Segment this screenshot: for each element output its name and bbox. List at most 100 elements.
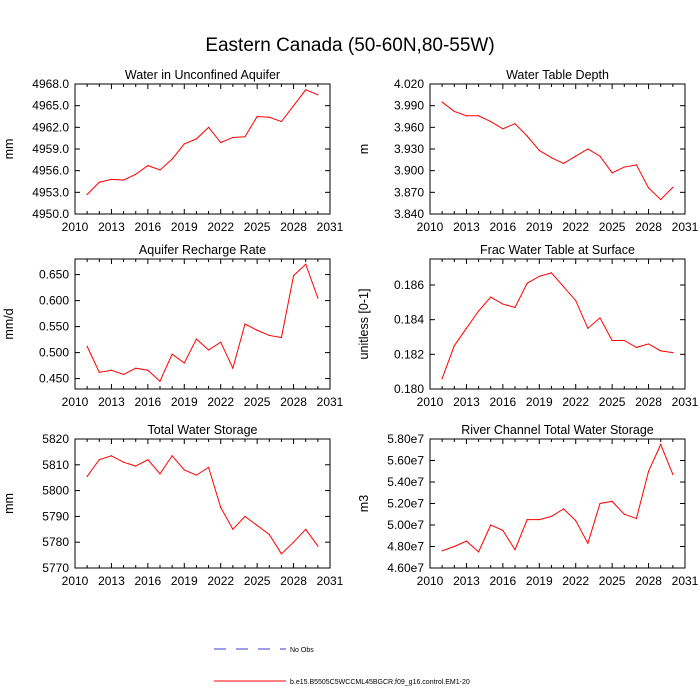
x-tick-label: 2013: [98, 220, 125, 234]
plot-frame: [429, 258, 686, 390]
x-tick-label: 2028: [635, 220, 662, 234]
data-point-2018: [526, 135, 528, 137]
x-tick-label: 2010: [62, 395, 89, 409]
y-axis-label: mm: [2, 139, 16, 160]
data-point-2020: [550, 515, 553, 518]
y-tick-label: 5820: [42, 432, 69, 446]
x-tick-label: 2019: [526, 220, 553, 234]
data-point-2022: [220, 506, 222, 508]
data-point-2016: [502, 529, 504, 531]
data-point-2028: [647, 343, 650, 345]
series-line: [86, 263, 319, 383]
x-tick-label: 2013: [98, 574, 125, 588]
x-tick-label: 2013: [453, 395, 480, 409]
data-point-2024: [244, 323, 246, 325]
x-tick-label: 2016: [490, 395, 517, 409]
y-tick-label: 5800: [42, 484, 69, 498]
data-point-2011: [86, 193, 88, 196]
data-point-2018: [171, 455, 173, 457]
y-tick-label: 5790: [42, 509, 69, 523]
data-point-2028: [647, 470, 650, 472]
data-point-2017: [514, 123, 516, 125]
y-tick-label: 4953.0: [32, 185, 69, 199]
data-point-2020: [550, 272, 553, 274]
y-axis-label: m: [357, 144, 371, 154]
x-tick-label: 2010: [62, 220, 89, 234]
x-tick-label: 2019: [171, 220, 198, 234]
data-point-2022: [575, 520, 577, 522]
data-point-2025: [611, 500, 613, 502]
data-point-2025: [611, 339, 613, 342]
data-point-2027: [280, 336, 283, 339]
y-tick-label: 0.500: [39, 346, 69, 360]
y-tick-label: 0.450: [39, 372, 69, 386]
panel-title: Frac Water Table at Surface: [480, 243, 635, 257]
data-point-2012: [453, 545, 455, 548]
data-point-2018: [526, 282, 528, 284]
data-point-2015: [490, 296, 492, 298]
data-point-2014: [122, 461, 125, 463]
data-point-2024: [599, 317, 601, 319]
data-point-2017: [514, 549, 516, 551]
y-tick-label: 0.600: [39, 294, 69, 308]
data-point-2016: [502, 128, 504, 130]
data-point-2028: [647, 187, 650, 189]
data-point-2020: [550, 157, 553, 159]
series-line: [441, 101, 674, 201]
data-point-2025: [256, 115, 258, 118]
y-tick-label: 3.900: [394, 164, 424, 178]
data-point-2023: [587, 148, 589, 150]
panel-2: Water Table Depth m 2010 2013 2016 2019 2022 20…: [357, 68, 699, 234]
x-tick-label: 2031: [317, 220, 344, 234]
x-tick-label: 2022: [207, 574, 234, 588]
panels: Water in Unconfined Aquifer mm 2010 2013 201…: [2, 68, 699, 588]
x-tick-label: 2022: [207, 395, 234, 409]
y-tick-label: 3.990: [394, 99, 424, 113]
x-tick-label: 2010: [417, 574, 444, 588]
data-point-2019: [538, 275, 540, 277]
data-point-2014: [122, 179, 125, 181]
data-point-2027: [280, 120, 283, 123]
x-tick-label: 2013: [453, 220, 480, 234]
data-point-2026: [268, 533, 270, 536]
data-point-2027: [635, 164, 638, 166]
x-tick-label: 2013: [453, 574, 480, 588]
data-point-2021: [207, 349, 210, 351]
legend-obs-label: No Obs: [290, 647, 314, 654]
x-tick-label: 2010: [417, 220, 444, 234]
data-point-2020: [195, 338, 198, 340]
x-tick-label: 2031: [672, 220, 699, 234]
x-tick-label: 2022: [207, 220, 234, 234]
data-point-2029: [660, 350, 662, 352]
data-point-2022: [220, 341, 222, 343]
panel-1: Water in Unconfined Aquifer mm 2010 2013 201…: [2, 68, 344, 234]
y-tick-label: 5.20e7: [387, 497, 424, 511]
data-point-2020: [195, 138, 198, 140]
data-point-2013: [465, 327, 468, 329]
data-point-2016: [147, 165, 149, 167]
y-axis-label: unitless [0-1]: [357, 289, 371, 360]
x-tick-label: 2031: [672, 395, 699, 409]
panel-title: River Channel Total Water Storage: [461, 423, 654, 437]
x-tick-label: 2028: [635, 574, 662, 588]
data-point-2023: [587, 542, 589, 544]
data-point-2015: [135, 465, 137, 467]
series-line: [86, 89, 319, 195]
x-tick-label: 2025: [599, 574, 626, 588]
y-tick-label: 4.020: [394, 77, 424, 91]
x-tick-label: 2031: [672, 574, 699, 588]
data-point-2028: [292, 541, 295, 543]
x-tick-label: 2016: [135, 220, 162, 234]
data-point-2025: [256, 524, 258, 527]
x-tick-label: 2031: [317, 574, 344, 588]
x-tick-label: 2016: [490, 220, 517, 234]
panel-3: Aquifer Recharge Rate mm/d 2010 2013 2016 201…: [2, 243, 344, 409]
x-tick-label: 2016: [135, 395, 162, 409]
data-point-2013: [465, 115, 468, 117]
data-point-2026: [623, 339, 625, 342]
y-axis-label: mm: [2, 493, 16, 514]
y-tick-label: 5.60e7: [387, 454, 424, 468]
y-tick-label: 5770: [42, 561, 69, 575]
data-point-2029: [305, 263, 307, 265]
panel-title: Water Table Depth: [506, 68, 609, 82]
